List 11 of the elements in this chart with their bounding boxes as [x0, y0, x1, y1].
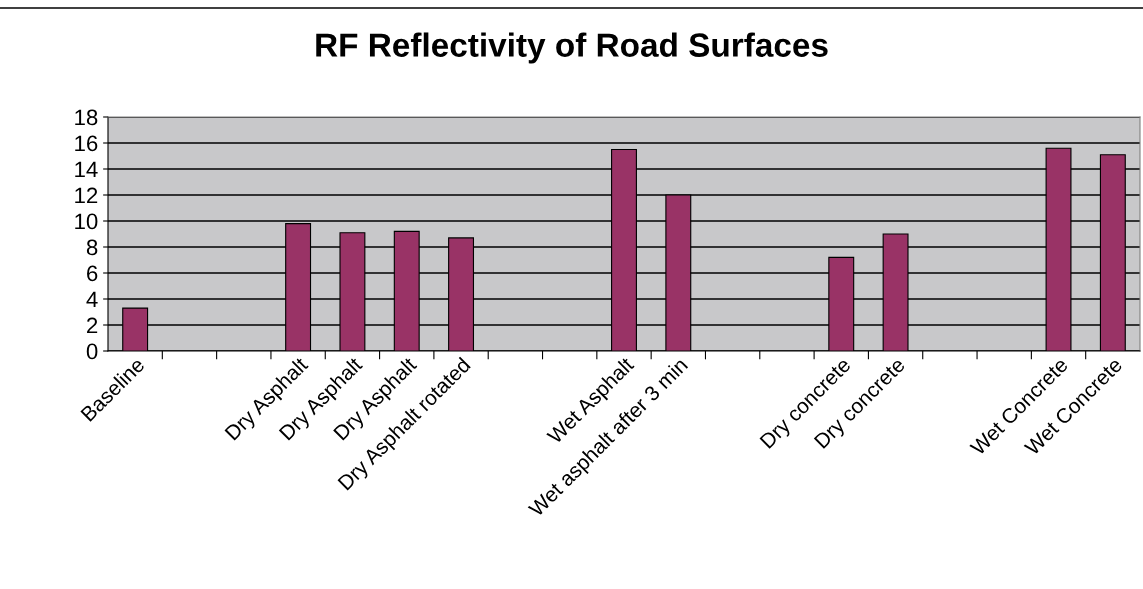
- y-tick-label: 10: [75, 213, 98, 230]
- chart-title: RF Reflectivity of Road Surfaces: [316, 32, 828, 64]
- y-tick-label: 8: [86, 239, 98, 256]
- y-tick-label: 16: [75, 135, 98, 152]
- y-tick-label: 6: [87, 265, 98, 282]
- y-tick-label: 4: [86, 291, 98, 308]
- y-tick-label: 18: [75, 109, 98, 126]
- y-tick-label: 0: [86, 343, 98, 360]
- y-tick-label: 12: [75, 187, 98, 204]
- y-tick-label: 14: [75, 161, 98, 178]
- y-tick-label: 2: [87, 317, 98, 334]
